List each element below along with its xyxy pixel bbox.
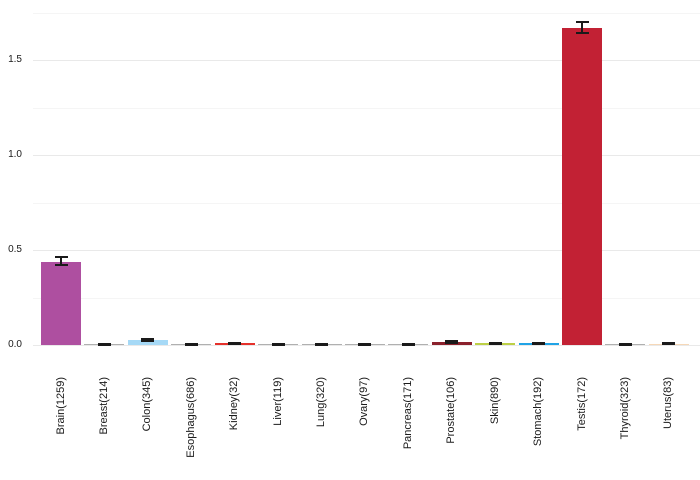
x-tick-label: Uterus(83) [662, 377, 675, 429]
x-tick-label: Colon(345) [141, 377, 154, 432]
x-tick-label: Ovary(97) [358, 377, 371, 426]
error-bar-cap-bottom [488, 343, 502, 346]
x-tick-label: Liver(119) [271, 377, 284, 426]
error-bar-cap-bottom [228, 342, 242, 345]
x-tick-label: Esophagus(686) [184, 377, 197, 458]
error-bar-cap-top [532, 341, 546, 344]
error-bar-cap-top [141, 338, 155, 341]
error-bar-cap-bottom [575, 32, 589, 35]
x-tick-label: Prostate(106) [445, 377, 458, 444]
error-bar-cap-bottom [358, 343, 372, 346]
bar-testis [562, 28, 603, 345]
minor-gridline [33, 202, 700, 204]
error-bar-cap-top [54, 255, 68, 258]
bar-colon [127, 340, 168, 345]
error-bar-cap-bottom [618, 343, 632, 346]
error-bar-cap-top [488, 341, 502, 344]
error-bar-cap-top [445, 340, 459, 343]
major-gridline [33, 250, 700, 251]
error-bar-cap-bottom [532, 343, 546, 346]
error-bar-cap-bottom [184, 343, 198, 346]
x-tick-label: Stomach(192) [532, 377, 545, 447]
x-tick-label: Skin(890) [488, 377, 501, 425]
x-tick-label: Kidney(32) [228, 377, 241, 431]
error-bar-line [581, 22, 583, 34]
error-bar-line [60, 256, 62, 266]
error-bar-cap-bottom [271, 343, 285, 346]
error-bar-cap-bottom [141, 340, 155, 342]
x-tick-label: Breast(214) [97, 377, 110, 435]
y-tick-label: 0.0 [8, 339, 22, 350]
y-tick-label: 1.0 [8, 149, 22, 160]
error-bar-cap-bottom [315, 343, 329, 346]
major-gridline [33, 60, 700, 61]
error-bar-cap-bottom [97, 343, 111, 346]
x-tick-label: Brain(1259) [54, 377, 67, 435]
minor-gridline [33, 107, 700, 109]
error-bar-cap-bottom [445, 342, 459, 345]
error-bar-cap-top [662, 342, 676, 345]
minor-gridline [33, 297, 700, 299]
x-tick-label: Testis(172) [575, 377, 588, 431]
error-bar-cap-bottom [54, 264, 68, 267]
bar-brain [41, 261, 81, 345]
x-tick-label: Lung(320) [315, 377, 328, 428]
y-tick-label: 0.5 [8, 244, 22, 255]
error-bar-cap-bottom [662, 343, 676, 346]
minor-gridline [33, 12, 700, 14]
x-tick-label: Pancreas(171) [401, 377, 414, 450]
error-bar-cap-top [228, 341, 242, 344]
x-tick-label: Thyroid(323) [618, 377, 631, 440]
error-bar-cap-bottom [401, 343, 415, 346]
y-tick-label: 1.5 [8, 54, 22, 65]
error-bar-cap-top [575, 21, 589, 23]
major-gridline [33, 155, 700, 156]
